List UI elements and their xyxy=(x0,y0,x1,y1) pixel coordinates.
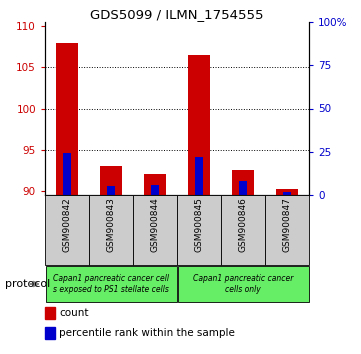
FancyBboxPatch shape xyxy=(221,195,265,265)
Title: GDS5099 / ILMN_1754555: GDS5099 / ILMN_1754555 xyxy=(90,8,264,21)
Text: protocol: protocol xyxy=(5,279,50,289)
Text: Capan1 pancreatic cancer
cells only: Capan1 pancreatic cancer cells only xyxy=(193,274,293,294)
Text: percentile rank within the sample: percentile rank within the sample xyxy=(59,328,235,338)
Text: GSM900842: GSM900842 xyxy=(62,197,71,252)
Bar xyxy=(45,307,55,319)
Bar xyxy=(232,170,254,195)
Bar xyxy=(239,181,247,195)
Bar xyxy=(45,327,55,339)
Text: GSM900843: GSM900843 xyxy=(106,197,116,252)
FancyBboxPatch shape xyxy=(134,195,177,265)
Bar xyxy=(195,157,203,195)
Text: GSM900847: GSM900847 xyxy=(283,197,291,252)
Text: GSM900846: GSM900846 xyxy=(239,197,248,252)
Text: count: count xyxy=(59,308,88,318)
Bar xyxy=(276,189,298,195)
Bar xyxy=(151,185,159,195)
FancyBboxPatch shape xyxy=(178,195,221,265)
Bar xyxy=(144,175,166,195)
Bar xyxy=(283,193,291,195)
FancyBboxPatch shape xyxy=(45,266,177,302)
FancyBboxPatch shape xyxy=(265,195,309,265)
Bar xyxy=(107,186,115,195)
Bar xyxy=(63,154,71,195)
Text: GSM900845: GSM900845 xyxy=(195,197,204,252)
Bar xyxy=(188,55,210,195)
Bar xyxy=(56,42,78,195)
FancyBboxPatch shape xyxy=(178,266,309,302)
Text: Capan1 pancreatic cancer cell
s exposed to PS1 stellate cells: Capan1 pancreatic cancer cell s exposed … xyxy=(53,274,169,294)
Bar xyxy=(100,166,122,195)
FancyBboxPatch shape xyxy=(90,195,132,265)
FancyBboxPatch shape xyxy=(45,195,88,265)
Text: GSM900844: GSM900844 xyxy=(151,197,160,252)
